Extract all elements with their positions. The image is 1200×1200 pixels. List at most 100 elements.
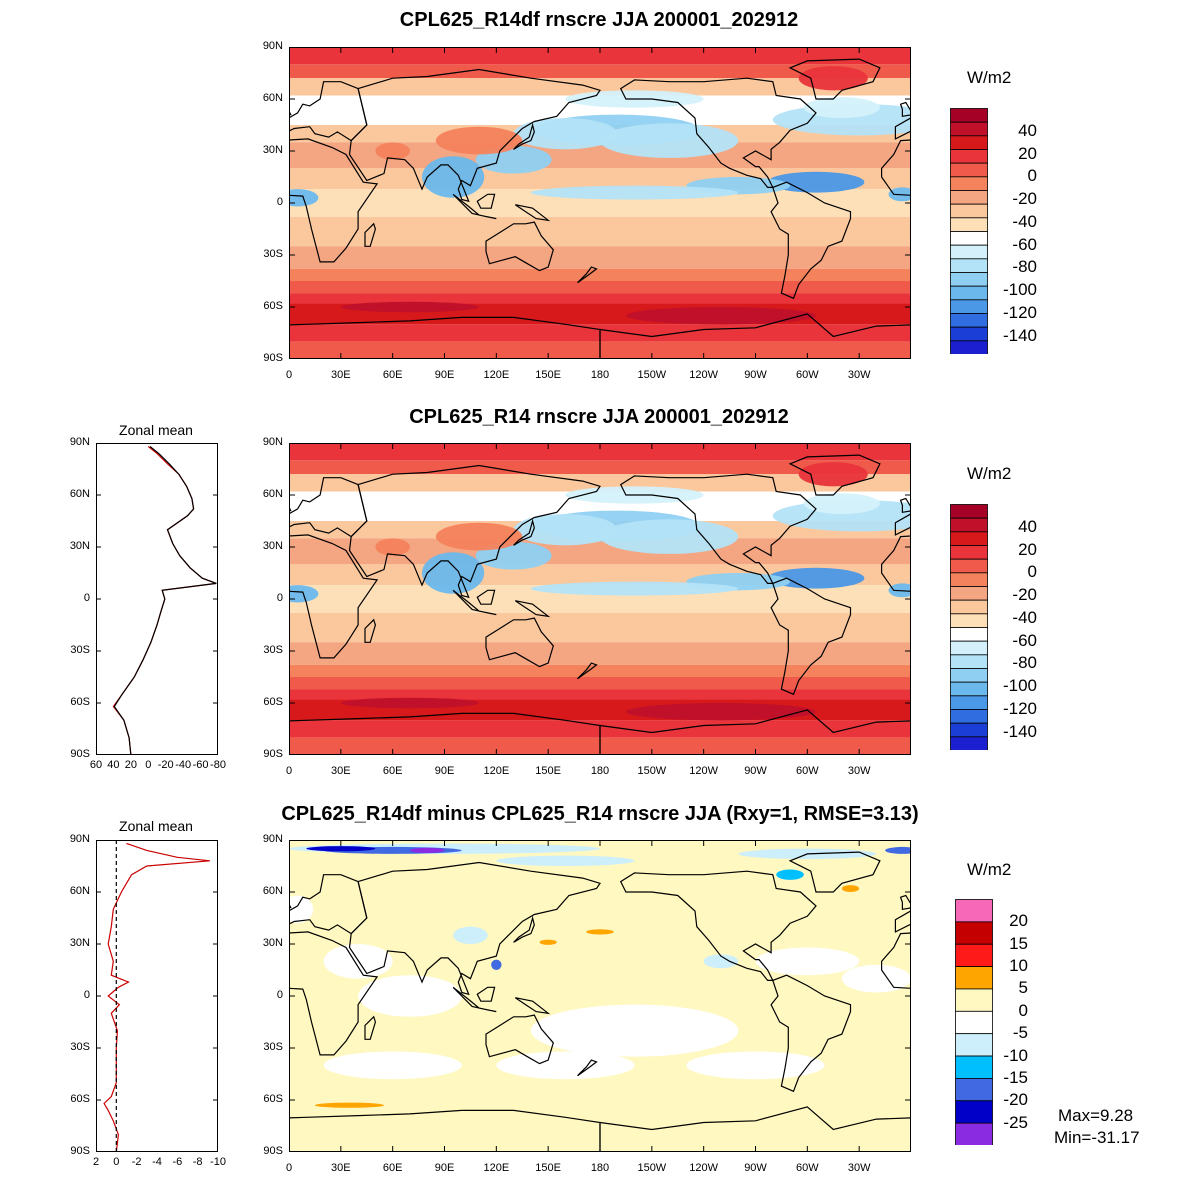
lon-tick-label: 120E: [483, 1162, 510, 1174]
zonal-x-tick: 2: [92, 1156, 100, 1168]
lat-tick-label: 60S: [263, 1093, 283, 1105]
zonal-x-tick: -80: [210, 759, 226, 771]
lon-tick-label: 90W: [744, 369, 767, 381]
field-feature-12: [798, 462, 868, 487]
coastline-samerica: [770, 577, 852, 696]
field-feature-16: [340, 697, 480, 709]
zonal-x-tick: -2: [131, 1156, 142, 1168]
field-feature-1: [513, 118, 618, 150]
colorbar-swatch: [950, 736, 988, 750]
lat-tick-label: 0: [276, 196, 283, 208]
coastline-australia: [485, 221, 554, 272]
lon-tick-label: 30E: [331, 765, 351, 777]
zonal-x-tick: -10: [210, 1156, 226, 1168]
field-feature-7: [422, 156, 485, 198]
colorbar-label: -15: [1003, 1067, 1028, 1087]
lon-tick-label: 150E: [535, 765, 561, 777]
lat-tick-label: 90S: [263, 352, 283, 364]
field-feature-6: [530, 185, 739, 200]
coastline-australia: [485, 1014, 554, 1065]
field-feature-6: [530, 581, 739, 596]
colorbar-label: -60: [1012, 234, 1037, 254]
coastline-uk: [289, 109, 292, 116]
zonal-series-difference: [103, 842, 210, 1152]
lon-tick-label: 120E: [483, 765, 510, 777]
lon-tick-label: 180: [590, 1162, 610, 1174]
zonal-x-tick: 0: [145, 759, 152, 771]
coastline-antarctica-wrap: [599, 1106, 911, 1152]
lat-tick-label: 0: [276, 989, 283, 1001]
coastline-indonesia: [452, 986, 497, 1013]
lon-tick-label: 30E: [331, 1162, 351, 1174]
zonal-lat-tick: 30N: [69, 540, 90, 552]
diff-feature-21: [314, 1102, 385, 1108]
diff-feature-15: [885, 846, 911, 854]
coastline-newzealand: [577, 1059, 598, 1077]
field-feature-4: [767, 567, 865, 589]
lon-tick-label: 150W: [637, 765, 667, 777]
top-map: [289, 47, 911, 359]
lat-tick-label: 90N: [262, 40, 283, 52]
coastline-uk-wrap: [899, 101, 911, 118]
field-feature-11: [803, 97, 880, 119]
field-feature-14: [375, 538, 410, 556]
diff-features: [289, 843, 911, 1108]
bottom-zonal-mean-title: Zonal mean: [119, 818, 193, 834]
top-panel-title: CPL625_R14df rnscre JJA 200001_202912: [399, 9, 799, 31]
lat-tick-label: 90N: [262, 436, 283, 448]
field-feature-1: [513, 514, 618, 546]
coastline-borneo: [476, 589, 496, 605]
lon-tick-label: 30E: [331, 369, 351, 381]
coastlines: [289, 851, 911, 1152]
coastline-africa: [289, 534, 379, 659]
coastline-madagascar: [364, 222, 377, 247]
lon-tick-label: 90W: [744, 765, 767, 777]
colorbar-label: -20: [1003, 1090, 1028, 1110]
field-band-8: [289, 612, 911, 643]
colorbar-label: -120: [1002, 303, 1037, 323]
diff-feature-5: [496, 1051, 635, 1080]
diff-feature-2: [358, 975, 462, 1017]
coastline-greenland: [788, 454, 881, 496]
diff-feature-23: [703, 954, 739, 969]
zonal-lat-tick: 90S: [70, 1145, 90, 1157]
coastline-greenland: [788, 851, 881, 893]
field-band-10: [289, 268, 911, 281]
middle-colorbar: [950, 504, 988, 750]
diff-feature-16: [776, 869, 804, 880]
coastline-greenland: [788, 58, 881, 100]
bottom-units-label: W/m2: [967, 860, 1012, 879]
colorbar-label: -140: [1002, 721, 1037, 741]
lat-tick-label: 60S: [263, 696, 283, 708]
coastline-uk: [289, 902, 292, 909]
lat-tick-label: 30N: [262, 540, 283, 552]
coastline-uk-wrap: [899, 894, 911, 911]
zonal-lat-tick: 60S: [70, 696, 90, 708]
diff-feature-20: [491, 959, 502, 970]
lat-tick-label: 60S: [263, 300, 283, 312]
lat-tick-label: 30S: [263, 248, 283, 260]
zonal-series-CPL625_R14: [113, 446, 217, 755]
colorbar-label: -25: [1003, 1112, 1028, 1132]
coastline-namerica: [619, 870, 817, 981]
zonal-lat-tick: 60N: [69, 488, 90, 500]
diff-feature-8: [841, 964, 911, 993]
lon-tick-label: 30W: [847, 1162, 871, 1174]
colorbar-label: -80: [1012, 653, 1037, 673]
top-colorbar: [950, 108, 988, 354]
zonal-x-tick: 20: [124, 759, 137, 771]
coastline-namerica: [619, 77, 817, 188]
zonal-lat-tick: 60S: [70, 1093, 90, 1105]
lat-tick-label: 60N: [262, 488, 283, 500]
field-band-9: [289, 642, 911, 665]
colorbar-label: -120: [1002, 699, 1037, 719]
middle-units-label: W/m2: [967, 464, 1012, 483]
colorbar-label: 0: [1018, 1000, 1028, 1020]
field-feature-13: [435, 126, 523, 155]
lon-tick-label: 150E: [535, 1162, 561, 1174]
lat-tick-label: 30N: [262, 144, 283, 156]
field-feature-15: [625, 307, 816, 325]
zonal-x-tick: -40: [175, 759, 192, 771]
lon-tick-label: 60W: [796, 765, 819, 777]
coastline-borneo: [476, 193, 496, 209]
